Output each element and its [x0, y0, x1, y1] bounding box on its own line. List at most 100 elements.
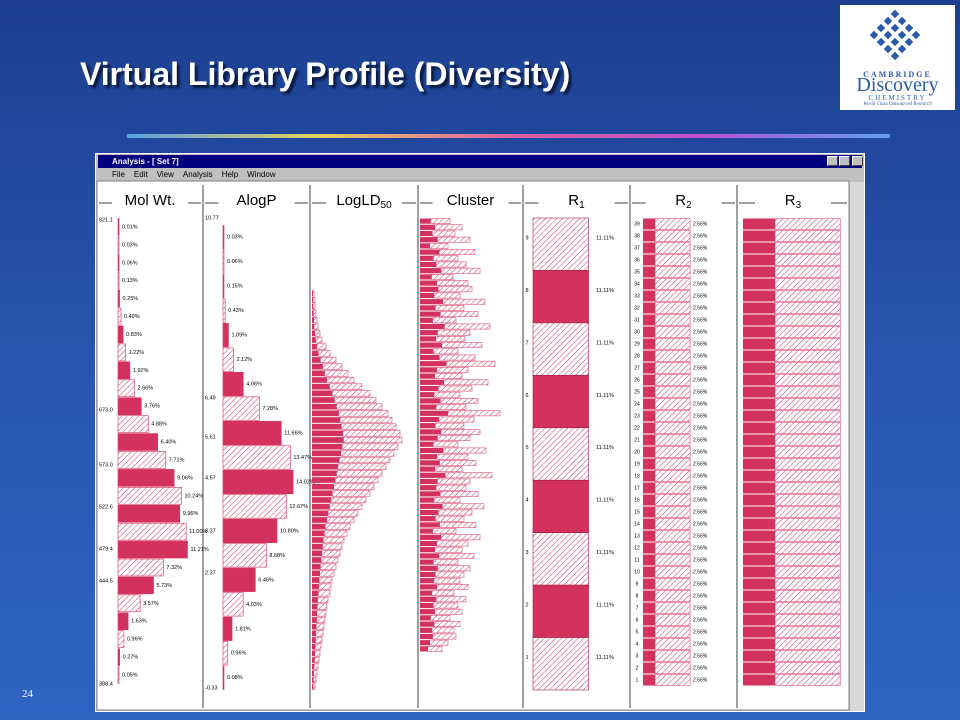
bar-hatched: [774, 350, 841, 362]
bar-solid: [420, 522, 440, 528]
bar-hatched: [320, 563, 337, 570]
header-text: R: [675, 192, 686, 209]
r1-block: [532, 322, 589, 376]
bar-solid: [743, 446, 775, 458]
bar-hatched: [654, 290, 691, 302]
row-label: 18: [634, 473, 640, 479]
maximize-button[interactable]: [839, 156, 850, 166]
bar-solid: [743, 578, 775, 590]
bar-hatched: [334, 476, 379, 484]
bar-solid: [643, 494, 655, 506]
bar-solid: [743, 542, 775, 554]
bar-label: 6.40%: [161, 439, 177, 445]
menu-item[interactable]: Window: [247, 170, 276, 179]
header-text: Cluster: [447, 192, 495, 209]
bar-solid: [312, 397, 335, 403]
bar-hatched: [438, 416, 475, 423]
bar-hatched: [326, 516, 355, 524]
close-button[interactable]: [852, 156, 863, 166]
menu-item[interactable]: Analysis: [182, 170, 213, 179]
bar-hatched: [440, 491, 479, 497]
bar-solid: [643, 422, 655, 434]
histogram-bar: [117, 594, 141, 613]
bar-label: 2.56%: [693, 509, 708, 515]
bar-hatched: [654, 602, 691, 614]
bar-label: 2.56%: [693, 377, 708, 383]
bar-solid: [312, 683, 314, 690]
bar-hatched: [324, 370, 349, 377]
bar-hatched: [437, 329, 471, 336]
menu-item[interactable]: File: [112, 170, 125, 179]
bar-solid: [420, 243, 430, 249]
histogram-bar: [117, 630, 125, 648]
row-label: 36: [634, 257, 640, 263]
bar-solid: [312, 483, 334, 490]
row-label: 1: [525, 655, 528, 661]
row-label: 20: [634, 449, 640, 455]
menu-item[interactable]: Edit: [133, 170, 148, 179]
bar-solid: [643, 662, 655, 674]
menu-item[interactable]: Help: [221, 170, 239, 179]
scrollbar[interactable]: [850, 182, 864, 711]
row-label: 7: [525, 340, 528, 346]
row-label: 37: [634, 245, 640, 251]
bar-label: 14.02%: [296, 479, 315, 485]
histogram-bar: [117, 361, 131, 380]
bar-solid: [420, 627, 432, 633]
bar-hatched: [432, 633, 457, 640]
bar-solid: [312, 617, 317, 623]
bar-hatched: [439, 522, 477, 528]
axis-label: 6.49: [205, 395, 216, 401]
bar-hatched: [442, 447, 487, 454]
header-text: R: [568, 192, 579, 209]
bar-hatched: [433, 602, 459, 609]
menu-item[interactable]: View: [156, 170, 174, 179]
bar-hatched: [654, 362, 691, 374]
bar-hatched: [774, 482, 841, 494]
bar-label: 9.06%: [177, 475, 193, 481]
header-bg: [326, 193, 402, 207]
bar-label: 2.56%: [693, 485, 708, 491]
minimize-button[interactable]: [827, 156, 838, 166]
bar-solid: [420, 299, 443, 305]
column-header: Cluster: [447, 192, 495, 209]
histogram-bar: [222, 225, 225, 250]
histogram-bar: [117, 612, 129, 631]
bar-solid: [312, 517, 327, 523]
histogram-bar: [117, 576, 154, 595]
bar-hatched: [436, 584, 469, 590]
bar-solid: [643, 278, 655, 290]
bar-solid: [312, 437, 344, 443]
bar-hatched: [430, 218, 451, 224]
bar-hatched: [321, 550, 341, 557]
bar-hatched: [774, 542, 841, 554]
bar-hatched: [436, 280, 469, 286]
bar-solid: [643, 602, 655, 614]
bar-solid: [420, 224, 435, 230]
bar-hatched: [654, 338, 691, 350]
bar-solid: [643, 350, 655, 362]
bar-hatched: [435, 305, 465, 311]
r1-block: [532, 584, 589, 638]
r1-block: [532, 479, 589, 533]
bar-hatched: [654, 434, 691, 446]
row-label: 9: [525, 235, 528, 241]
bar-hatched: [654, 506, 691, 518]
bar-label: 11.11%: [596, 550, 614, 556]
bar-solid: [312, 610, 317, 617]
histogram-bar: [222, 274, 225, 299]
bar-solid: [743, 254, 775, 266]
histogram-bar: [117, 325, 124, 344]
bar-solid: [743, 266, 775, 278]
bar-hatched: [313, 310, 317, 317]
bar-label: 2.56%: [693, 413, 708, 419]
bar-solid: [743, 554, 775, 566]
bar-hatched: [437, 478, 471, 485]
bar-hatched: [774, 554, 841, 566]
bar-solid: [743, 398, 775, 410]
bar-hatched: [330, 496, 367, 504]
bar-hatched: [654, 314, 691, 326]
bar-label: 7.32%: [166, 565, 182, 571]
bar-hatched: [435, 515, 465, 522]
bar-solid: [420, 466, 435, 472]
